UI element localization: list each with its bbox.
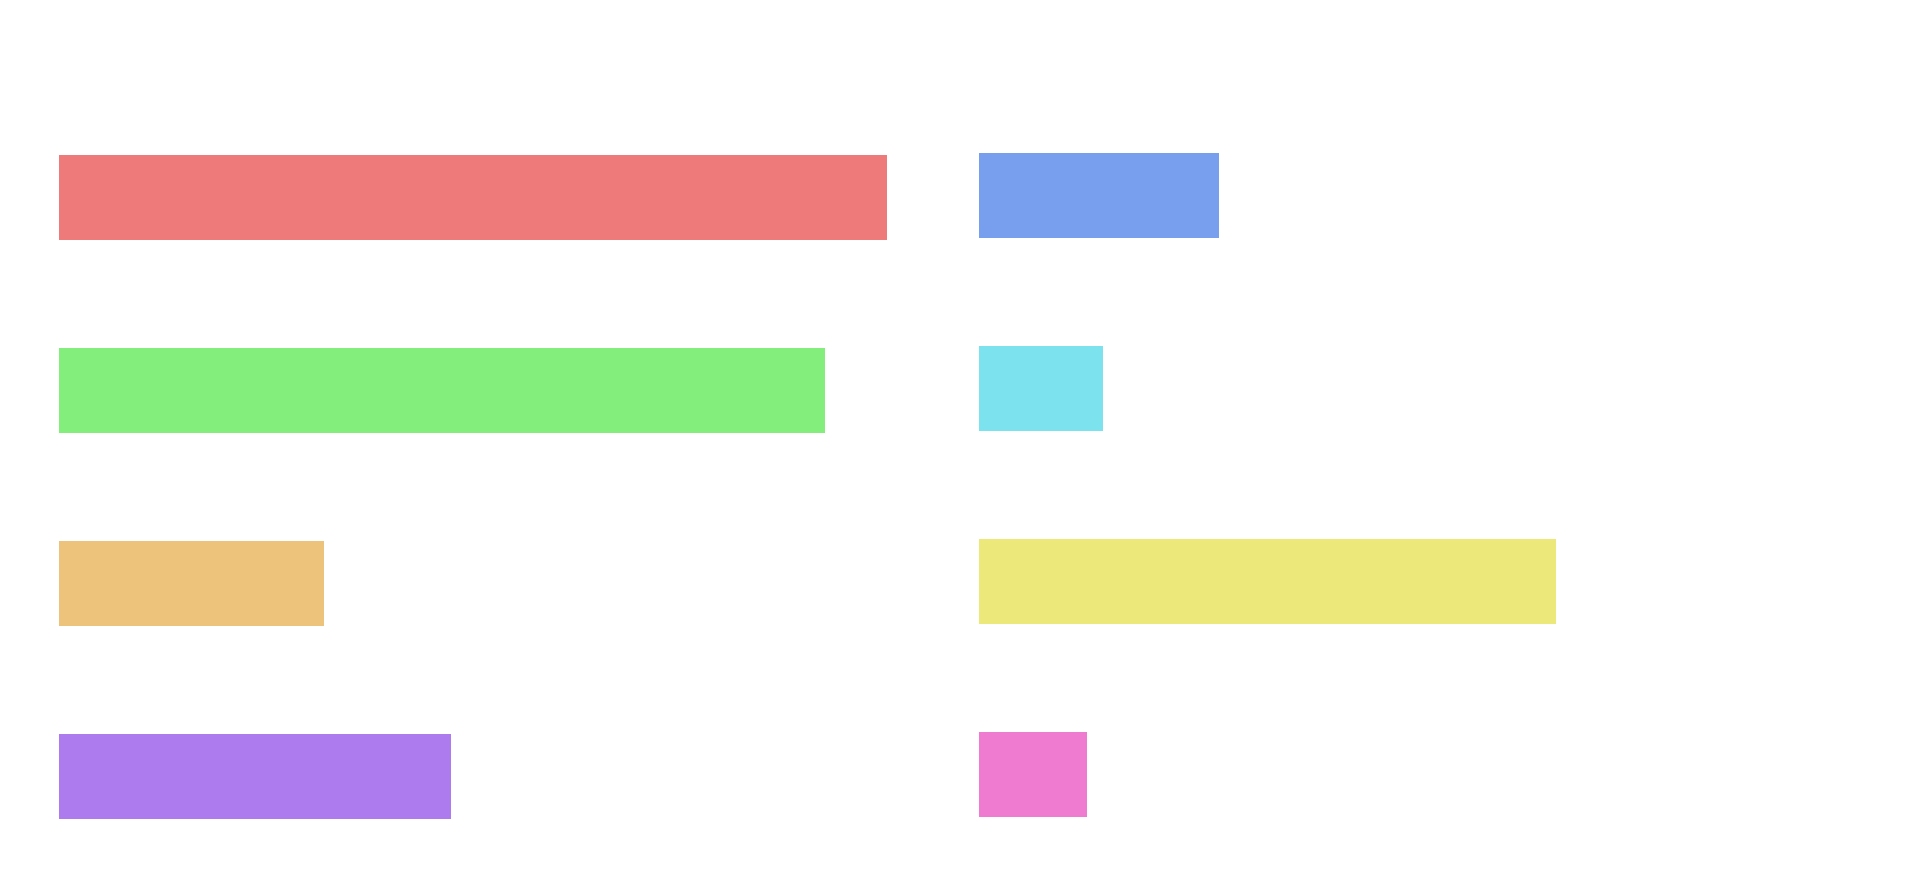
- bar-left-4: [59, 734, 451, 819]
- bar-left-2: [59, 348, 825, 433]
- bar-left-1: [59, 155, 887, 240]
- bar-left-3: [59, 541, 324, 626]
- bar-right-1: [979, 153, 1219, 238]
- bar-right-3: [979, 539, 1556, 624]
- bar-right-4: [979, 732, 1087, 817]
- bar-right-2: [979, 346, 1103, 431]
